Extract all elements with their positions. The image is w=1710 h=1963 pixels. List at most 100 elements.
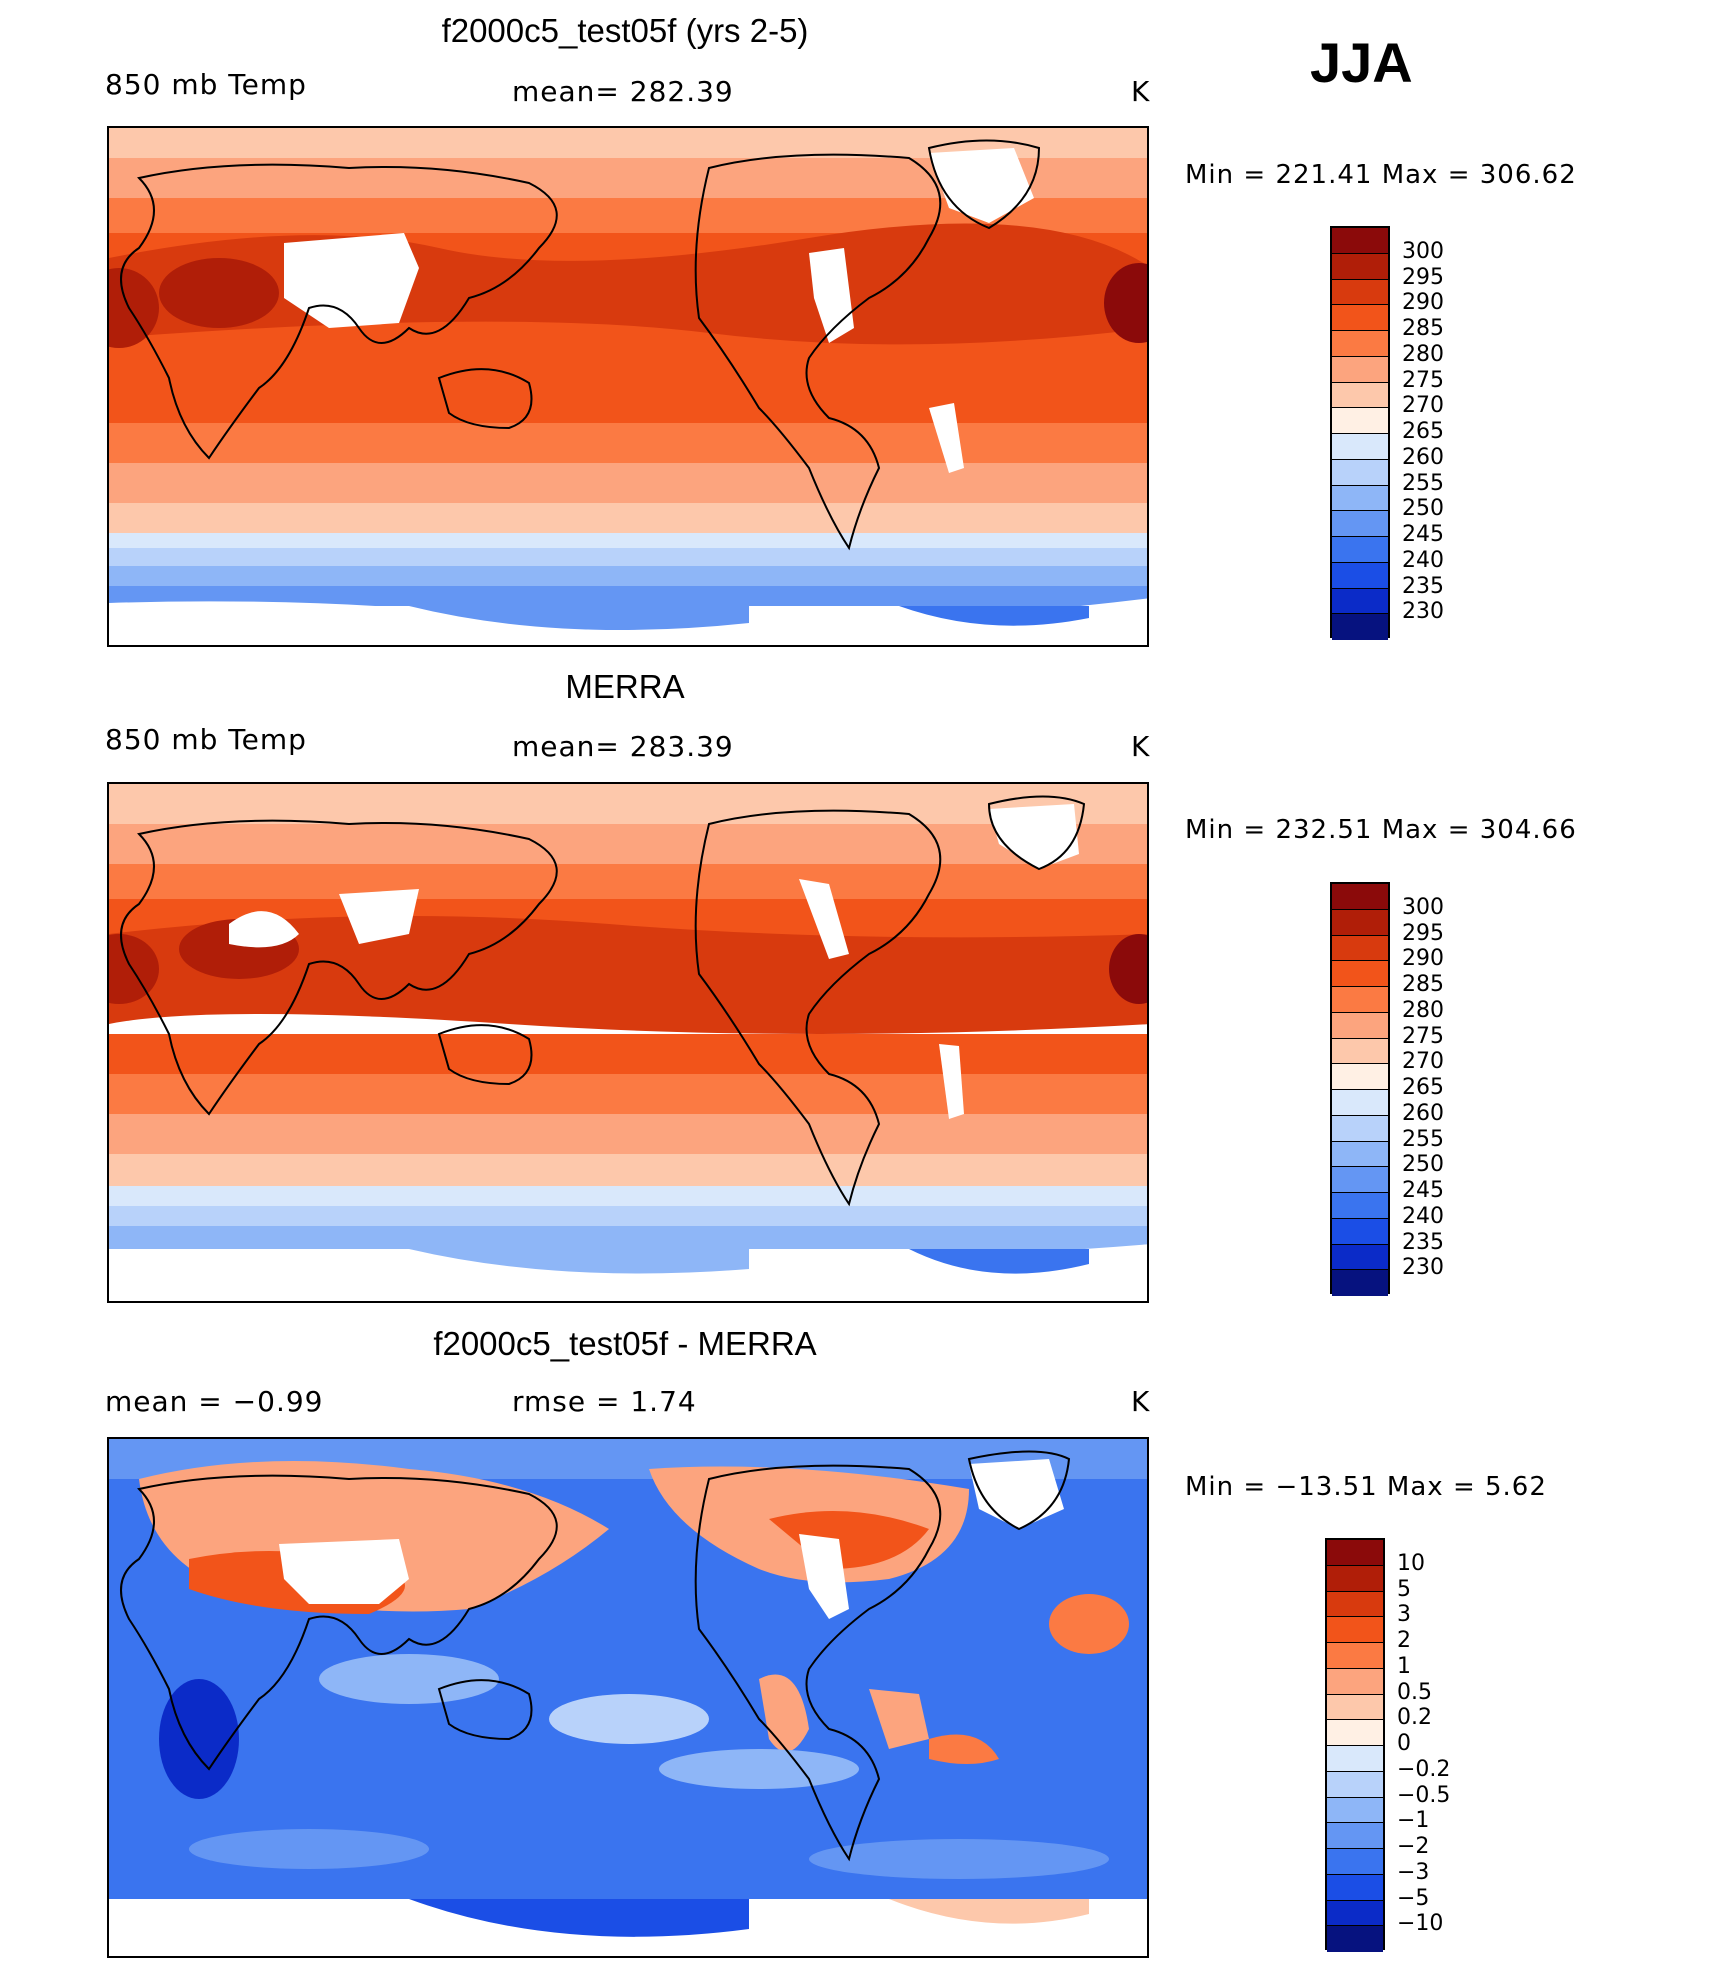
colorbar-segment <box>1327 1643 1383 1669</box>
colorbar-segment <box>1332 1141 1388 1168</box>
colorbar-tick-label: 295 <box>1402 920 1444 946</box>
colorbar-segment <box>1327 1668 1383 1695</box>
colorbar-tick-label: 0 <box>1397 1731 1411 1756</box>
colorbar-segment <box>1332 1115 1388 1142</box>
colorbar-tick-label: 3 <box>1397 1602 1411 1628</box>
colorbar-tick-label: −10 <box>1397 1911 1444 1937</box>
colorbar-segment <box>1332 961 1388 987</box>
colorbar-tick-label: 5 <box>1397 1576 1411 1602</box>
colorbar-tick-label: −5 <box>1397 1885 1430 1911</box>
colorbar-segment <box>1327 1874 1383 1901</box>
colorbar-tick-label: 275 <box>1402 1023 1444 1049</box>
colorbar-segment <box>1327 1694 1383 1721</box>
colorbar-segment <box>1332 987 1388 1013</box>
panel-2-minmax: Min = 232.51 Max = 304.66 <box>1185 815 1577 845</box>
panel-3-title: f2000c5_test05f - MERRA <box>433 1325 817 1362</box>
colorbar-tick-label: 235 <box>1402 573 1444 599</box>
colorbar-segment <box>1327 1720 1383 1746</box>
panel-3-rmse-label: rmse = 1.74 <box>512 1385 697 1418</box>
colorbar-tick-label: 260 <box>1402 1100 1444 1126</box>
panel-3-map <box>107 1437 1149 1958</box>
colorbar-segment <box>1327 1746 1383 1772</box>
colorbar-tick-label: −1 <box>1397 1808 1430 1834</box>
colorbar-segment <box>1332 537 1388 563</box>
colorbar-segment <box>1332 614 1388 640</box>
colorbar-tick-label: 270 <box>1402 1049 1444 1075</box>
colorbar-segment <box>1332 1270 1388 1296</box>
colorbar-segment <box>1332 1218 1388 1245</box>
colorbar-tick-label: 0.2 <box>1397 1705 1432 1731</box>
colorbar-segment <box>1332 382 1388 409</box>
colorbar-segment <box>1327 1617 1383 1643</box>
colorbar-tick-label: −2 <box>1397 1834 1430 1859</box>
panel-3-mean-label: mean = −0.99 <box>105 1385 324 1418</box>
panel-2-colorbar <box>1330 882 1390 1296</box>
colorbar-tick-label: 2 <box>1397 1628 1411 1653</box>
colorbar-segment <box>1332 1244 1388 1271</box>
colorbar-segment <box>1332 253 1388 280</box>
colorbar-segment <box>1327 1849 1383 1875</box>
colorbar-tick-label: 265 <box>1402 1075 1444 1100</box>
colorbar-segment <box>1332 935 1388 962</box>
colorbar-segment <box>1332 884 1388 910</box>
colorbar-segment <box>1332 1064 1388 1090</box>
colorbar-segment <box>1332 228 1388 254</box>
colorbar-tick-label: 230 <box>1402 599 1444 625</box>
colorbar-tick-label: 300 <box>1402 238 1444 264</box>
colorbar-segment <box>1332 1167 1388 1193</box>
colorbar-segment <box>1332 356 1388 383</box>
colorbar-tick-label: 230 <box>1402 1255 1444 1281</box>
colorbar-segment <box>1332 331 1388 357</box>
colorbar-tick-label: 275 <box>1402 367 1444 393</box>
colorbar-segment <box>1332 562 1388 589</box>
panel-3-colorbar <box>1325 1538 1385 1952</box>
colorbar-tick-label: 265 <box>1402 419 1444 444</box>
colorbar-tick-label: 10 <box>1397 1550 1425 1576</box>
panel-2-mean-label: mean= 283.39 <box>512 730 734 763</box>
panel-2-title: MERRA <box>565 668 685 705</box>
colorbar-tick-label: 280 <box>1402 341 1444 367</box>
colorbar-segment <box>1327 1540 1383 1566</box>
colorbar-tick-label: −0.2 <box>1397 1756 1451 1782</box>
panel-1-variable-label: 850 mb Temp <box>105 68 307 101</box>
colorbar-segment <box>1332 1038 1388 1065</box>
colorbar-tick-label: 300 <box>1402 894 1444 920</box>
panel-1-title: f2000c5_test05f (yrs 2-5) <box>441 12 809 49</box>
colorbar-segment <box>1332 1090 1388 1116</box>
panel-1-map-svg <box>109 128 1147 645</box>
panel-3-minmax: Min = −13.51 Max = 5.62 <box>1185 1472 1547 1502</box>
colorbar-segment <box>1327 1797 1383 1824</box>
colorbar-tick-label: 245 <box>1402 522 1444 547</box>
panel-2-map <box>107 782 1149 1303</box>
panel-1-units: K <box>1131 75 1151 108</box>
colorbar-tick-label: 250 <box>1402 1152 1444 1178</box>
colorbar-segment <box>1332 305 1388 331</box>
colorbar-tick-label: 260 <box>1402 444 1444 470</box>
panel-2-map-svg <box>109 784 1147 1301</box>
colorbar-segment <box>1332 511 1388 537</box>
colorbar-tick-label: 295 <box>1402 264 1444 290</box>
panel-1-mean-label: mean= 282.39 <box>512 75 734 108</box>
panel-1-colorbar <box>1330 226 1390 640</box>
colorbar-segment <box>1332 1012 1388 1039</box>
season-label: JJA <box>1310 31 1413 94</box>
panel-1-map <box>107 126 1149 647</box>
colorbar-segment <box>1332 459 1388 486</box>
colorbar-segment <box>1332 408 1388 434</box>
colorbar-segment <box>1327 1771 1383 1798</box>
colorbar-tick-label: 280 <box>1402 997 1444 1023</box>
colorbar-segment <box>1332 1193 1388 1219</box>
colorbar-segment <box>1332 434 1388 460</box>
panel-3-units: K <box>1131 1385 1151 1418</box>
colorbar-tick-label: 290 <box>1402 290 1444 316</box>
colorbar-tick-label: 235 <box>1402 1229 1444 1255</box>
colorbar-segment <box>1327 1565 1383 1592</box>
colorbar-segment <box>1332 909 1388 936</box>
colorbar-tick-label: 245 <box>1402 1178 1444 1203</box>
colorbar-tick-label: 270 <box>1402 393 1444 419</box>
colorbar-tick-label: −3 <box>1397 1859 1430 1885</box>
panel-1-minmax: Min = 221.41 Max = 306.62 <box>1185 160 1577 190</box>
colorbar-tick-label: 240 <box>1402 1203 1444 1229</box>
colorbar-segment <box>1327 1926 1383 1952</box>
colorbar-tick-label: 285 <box>1402 316 1444 341</box>
